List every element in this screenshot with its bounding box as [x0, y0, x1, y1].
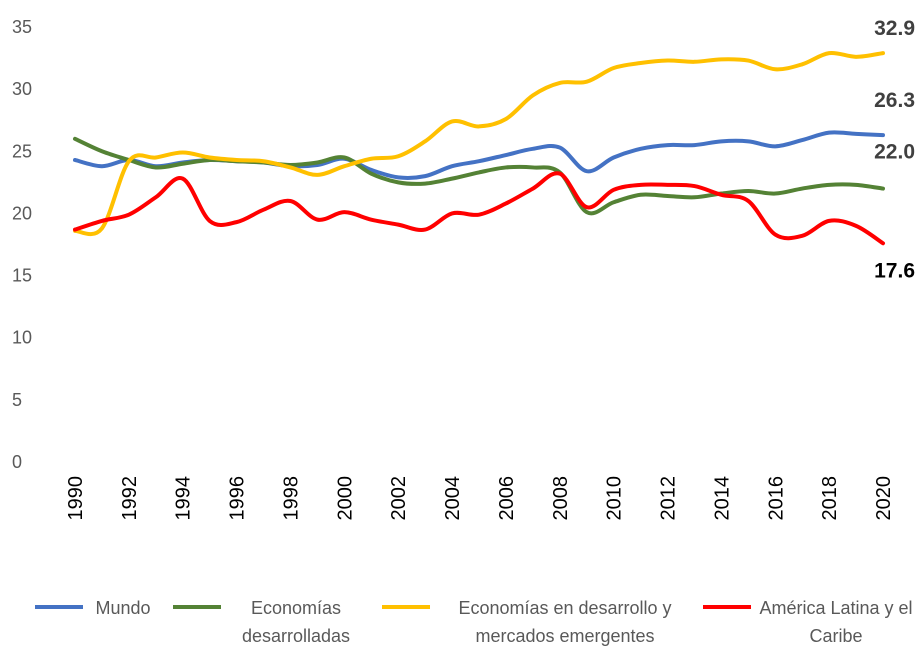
legend-item: Economías desarrolladas: [173, 594, 371, 650]
y-tick-label: 30: [12, 79, 32, 99]
x-tick-label: 2020: [873, 476, 895, 521]
series-line: [73, 171, 885, 246]
legend-label: América Latina y el Caribe: [759, 598, 913, 646]
y-tick-label: 10: [12, 328, 32, 348]
series-line: [73, 50, 885, 237]
legend-label: Economías desarrolladas: [241, 598, 351, 646]
legend-swatch: [382, 605, 430, 609]
x-tick-label: 2016: [765, 476, 787, 521]
x-tick-label: 2010: [604, 476, 626, 521]
x-tick-label: 2018: [819, 476, 841, 521]
y-tick-label: 25: [12, 141, 32, 161]
x-tick-label: 2008: [550, 476, 572, 521]
x-tick-label: 2002: [388, 476, 410, 521]
legend-label: Economías en desarrollo y mercados emerg…: [458, 598, 672, 646]
x-tick-label: 1992: [119, 476, 141, 521]
legend-item: Mundo: [35, 594, 163, 622]
value-label: 32.9: [874, 17, 915, 40]
y-tick-label: 35: [12, 17, 32, 37]
value-label: 17.6: [874, 259, 915, 282]
x-tick-label: 1994: [173, 476, 195, 521]
x-tick-label: 2012: [658, 476, 680, 521]
y-tick-label: 0: [12, 452, 22, 472]
x-tick-label: 2014: [711, 476, 733, 521]
value-label: 22.0: [874, 141, 915, 164]
x-tick-label: 2000: [334, 476, 356, 521]
y-tick-label: 5: [12, 390, 22, 410]
legend-swatch: [35, 605, 83, 609]
x-tick-label: 2004: [442, 476, 464, 521]
legend-item: América Latina y el Caribe: [703, 594, 921, 650]
y-tick-label: 15: [12, 266, 32, 286]
x-tick-label: 2006: [496, 476, 518, 521]
x-tick-label: 1990: [65, 476, 87, 521]
legend-swatch: [173, 605, 221, 609]
y-tick-label: 20: [12, 203, 32, 223]
x-tick-label: 1996: [227, 476, 249, 521]
x-tick-label: 1998: [280, 476, 302, 521]
legend-item: Economías en desarrollo y mercados emerg…: [382, 594, 700, 650]
series-line: [73, 136, 885, 216]
legend-swatch: [703, 605, 751, 609]
legend-label: Mundo: [95, 598, 151, 618]
value-label: 26.3: [874, 89, 915, 112]
